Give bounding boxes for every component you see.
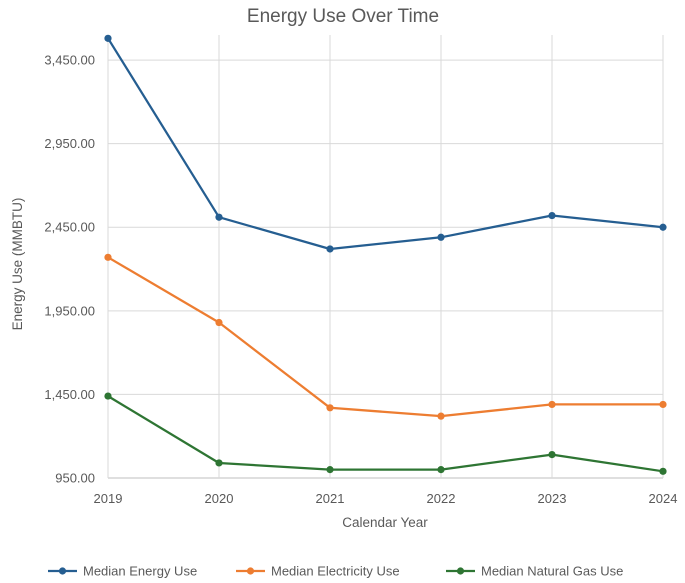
x-tick-label: 2022 bbox=[427, 491, 456, 506]
series-lines bbox=[104, 34, 667, 475]
series-2 bbox=[104, 253, 667, 420]
data-point bbox=[215, 459, 223, 467]
data-point bbox=[326, 404, 334, 412]
data-point bbox=[548, 450, 556, 459]
series-3 bbox=[104, 392, 667, 475]
y-tick-label: 1,950.00 bbox=[44, 303, 95, 318]
legend-marker bbox=[456, 567, 465, 575]
y-tick-label: 2,950.00 bbox=[44, 136, 95, 151]
data-point bbox=[437, 233, 445, 241]
y-tick-label: 1,450.00 bbox=[44, 387, 95, 402]
data-point bbox=[326, 466, 334, 474]
legend-label: Median Natural Gas Use bbox=[481, 564, 623, 579]
x-axis-title: Calendar Year bbox=[342, 515, 428, 530]
x-axis-ticks: 2019 2020 2021 2022 2023 2024 bbox=[94, 491, 678, 506]
y-tick-label: 3,450.00 bbox=[44, 53, 95, 68]
legend: Median Energy Use Median Electricity Use M… bbox=[48, 564, 623, 579]
data-point bbox=[659, 223, 667, 231]
x-tick-label: 2021 bbox=[316, 491, 345, 506]
data-point bbox=[659, 400, 667, 409]
data-point bbox=[215, 213, 223, 221]
data-point bbox=[548, 400, 556, 409]
legend-label: Median Energy Use bbox=[83, 564, 197, 579]
y-axis-ticks: 950.00 1,450.00 1,950.00 2,450.00 2,950.00 3,… bbox=[44, 53, 95, 486]
data-point bbox=[104, 34, 112, 42]
series-line bbox=[106, 37, 665, 251]
y-tick-label: 2,450.00 bbox=[44, 220, 95, 235]
legend-item: Median Energy Use bbox=[48, 564, 197, 579]
x-tick-label: 2024 bbox=[649, 491, 678, 506]
data-point bbox=[437, 412, 445, 420]
series-1 bbox=[104, 34, 667, 253]
legend-label: Median Electricity Use bbox=[271, 564, 400, 579]
legend-marker bbox=[246, 567, 255, 575]
y-tick-label: 950.00 bbox=[55, 471, 95, 486]
x-tick-label: 2020 bbox=[205, 491, 234, 506]
data-point bbox=[659, 467, 667, 475]
series-line bbox=[106, 256, 665, 418]
data-point bbox=[437, 466, 445, 474]
data-point bbox=[104, 392, 112, 400]
chart-title: Energy Use Over Time bbox=[247, 6, 439, 27]
legend-item: Median Electricity Use bbox=[236, 564, 400, 579]
legend-marker bbox=[58, 567, 67, 575]
data-point bbox=[326, 245, 334, 253]
data-point bbox=[548, 211, 556, 220]
legend-item: Median Natural Gas Use bbox=[446, 564, 623, 579]
x-tick-label: 2019 bbox=[94, 491, 123, 506]
x-tick-label: 2023 bbox=[538, 491, 567, 506]
y-axis-title: Energy Use (MMBTU) bbox=[10, 198, 25, 331]
series-line bbox=[106, 394, 665, 473]
data-point bbox=[215, 318, 223, 327]
data-point bbox=[104, 253, 112, 261]
